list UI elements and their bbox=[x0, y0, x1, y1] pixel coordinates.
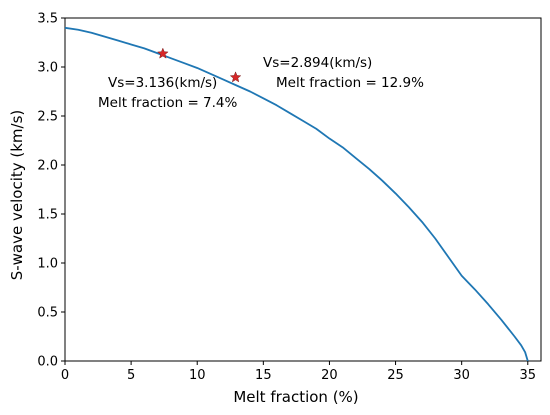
annotation-2-line-1: Vs=2.894(km/s) bbox=[263, 55, 372, 71]
annotation-2-line-2: Melt fraction = 12.9% bbox=[276, 75, 424, 91]
x-tick-label: 0 bbox=[61, 368, 69, 383]
x-tick-label: 30 bbox=[453, 368, 470, 383]
marker-layer bbox=[156, 47, 242, 83]
y-tick-label: 2.0 bbox=[37, 159, 58, 174]
plot-area bbox=[64, 17, 542, 362]
x-tick-label: 25 bbox=[387, 368, 404, 383]
x-axis-title: Melt fraction (%) bbox=[233, 388, 358, 406]
plot-frame bbox=[64, 17, 542, 362]
y-tick-label: 1.5 bbox=[37, 208, 58, 223]
star-marker bbox=[229, 71, 242, 83]
x-tick-label: 20 bbox=[321, 368, 338, 383]
x-tick-label: 5 bbox=[127, 368, 135, 383]
y-axis-title: S-wave velocity (km/s) bbox=[8, 110, 26, 281]
y-tick-label: 2.5 bbox=[37, 110, 58, 125]
y-axis: 0.0 0.5 1.0 1.5 2.0 2.5 3.0 3.5 bbox=[37, 12, 65, 370]
x-tick-label: 10 bbox=[189, 368, 206, 383]
x-axis: 0 5 10 15 20 25 30 35 bbox=[61, 361, 536, 383]
annotation-2: Vs=2.894(km/s) Melt fraction = 12.9% bbox=[263, 55, 424, 91]
x-tick-label: 15 bbox=[255, 368, 272, 383]
y-tick-label: 1.0 bbox=[37, 257, 58, 272]
annotation-1-line-1: Vs=3.136(km/s) bbox=[108, 75, 217, 91]
annotation-1-line-2: Melt fraction = 7.4% bbox=[98, 95, 238, 111]
y-tick-label: 0.5 bbox=[37, 306, 58, 321]
y-tick-label: 3.0 bbox=[37, 61, 58, 76]
x-tick-label: 35 bbox=[520, 368, 537, 383]
y-tick-label: 0.0 bbox=[37, 355, 58, 370]
y-tick-label: 3.5 bbox=[37, 12, 58, 27]
series-line bbox=[64, 26, 529, 362]
series-layer bbox=[64, 26, 529, 362]
star-marker bbox=[156, 47, 169, 59]
annotation-1: Vs=3.136(km/s) Melt fraction = 7.4% bbox=[98, 75, 238, 111]
